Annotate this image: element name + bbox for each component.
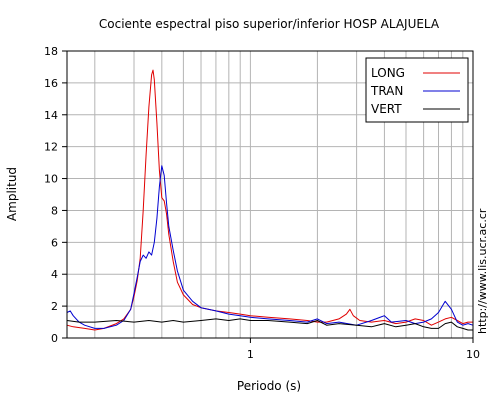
y-tick-label: 6 [51, 236, 58, 249]
series-line-tran [66, 165, 474, 329]
grid [67, 51, 473, 338]
y-tick-label: 2 [51, 300, 58, 313]
y-tick-label: 10 [44, 173, 58, 186]
y-tick-label: 0 [51, 332, 58, 345]
y-tick-label: 16 [44, 77, 58, 90]
legend-label-vert: VERT [371, 102, 402, 116]
x-tick-label: 10 [466, 348, 480, 361]
series-line-vert [66, 318, 473, 331]
legend: LONG TRAN VERT [365, 57, 469, 123]
chart-title: Cociente espectral piso superior/inferio… [99, 17, 440, 31]
legend-label-tran: TRAN [370, 84, 403, 98]
website-url-text: http://www.lis.ucr.ac.cr [476, 208, 489, 334]
y-axis-label: Amplitud [5, 167, 19, 221]
y-tick-label: 14 [44, 109, 58, 122]
legend-label-long: LONG [371, 66, 405, 80]
y-tick-label: 4 [51, 268, 58, 281]
y-tick-label: 18 [44, 45, 58, 58]
y-tick-label: 12 [44, 141, 58, 154]
plot-frame [66, 50, 474, 339]
x-tick-label: 1 [247, 348, 254, 361]
y-tick-label: 8 [51, 204, 58, 217]
legend-box [365, 57, 469, 123]
series-lines [66, 69, 474, 331]
axis-ticks: 0 2 4 6 8 10 12 14 16 18 1 10 [44, 45, 480, 361]
x-axis-label: Periodo (s) [237, 379, 301, 393]
